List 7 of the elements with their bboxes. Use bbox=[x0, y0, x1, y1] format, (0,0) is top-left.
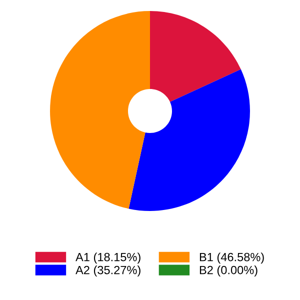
legend-label: A1 (18.15%) bbox=[76, 252, 140, 264]
legend-label: B2 (0.00%) bbox=[200, 266, 258, 277]
legend-label: A2 (35.27%) bbox=[76, 266, 140, 277]
donut-slice bbox=[50, 11, 150, 209]
legend-label: B1 (46.58%) bbox=[200, 252, 264, 264]
donut-slice bbox=[150, 11, 241, 102]
donut-slice bbox=[128, 69, 250, 211]
